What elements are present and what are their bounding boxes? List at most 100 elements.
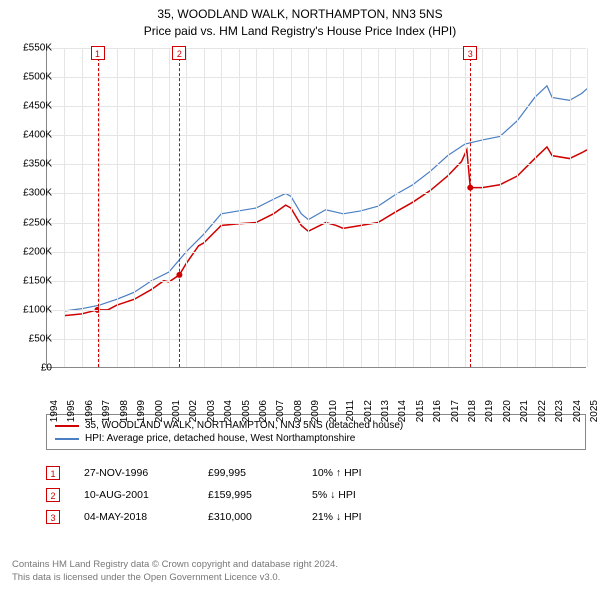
y-axis-label: £400K [23,130,52,141]
x-axis-label: 2025 [589,400,600,422]
event-marker-line [470,48,471,367]
gridline-vertical [221,48,222,367]
gridline-horizontal [47,48,586,49]
gridline-vertical [413,48,414,367]
gridline-vertical [99,48,100,367]
x-axis-label: 2009 [310,400,321,422]
gridline-vertical [482,48,483,367]
event-number-badge: 2 [46,488,60,502]
x-axis-label: 2000 [154,400,165,422]
x-axis-label: 2017 [450,400,461,422]
x-axis-label: 2001 [171,400,182,422]
event-number-badge: 1 [46,466,60,480]
gridline-vertical [326,48,327,367]
chart-svg [47,48,586,367]
gridline-vertical [273,48,274,367]
title-block: 35, WOODLAND WALK, NORTHAMPTON, NN3 5NS … [0,0,600,40]
gridline-horizontal [47,106,586,107]
x-axis-label: 1997 [101,400,112,422]
y-axis-label: £500K [23,72,52,83]
footnote-line1: Contains HM Land Registry data © Crown c… [12,559,338,571]
gridline-vertical [134,48,135,367]
event-table-row: 1 27-NOV-1996 £99,995 10% ↑ HPI [46,462,586,484]
event-date: 10-AUG-2001 [84,489,184,501]
event-date: 04-MAY-2018 [84,511,184,523]
x-axis-label: 1995 [66,400,77,422]
gridline-vertical [291,48,292,367]
x-axis-label: 2014 [397,400,408,422]
y-axis-label: £550K [23,43,52,54]
x-axis-label: 2002 [188,400,199,422]
x-axis-label: 2023 [554,400,565,422]
event-marker-box: 3 [463,46,477,60]
x-axis-label: 2011 [345,400,356,422]
event-marker-line [98,48,99,367]
gridline-vertical [343,48,344,367]
event-price: £310,000 [208,511,288,523]
x-axis-label: 2022 [537,400,548,422]
gridline-vertical [448,48,449,367]
gridline-horizontal [47,339,586,340]
title-subtitle: Price paid vs. HM Land Registry's House … [0,23,600,40]
y-axis-label: £0 [41,363,52,374]
x-axis-label: 2016 [432,400,443,422]
event-marker-box: 2 [172,46,186,60]
event-hpi-delta: 5% ↓ HPI [312,489,412,501]
gridline-horizontal [47,223,586,224]
gridline-vertical [430,48,431,367]
title-address: 35, WOODLAND WALK, NORTHAMPTON, NN3 5NS [0,6,600,23]
x-axis-label: 1994 [49,400,60,422]
gridline-horizontal [47,77,586,78]
legend-label: HPI: Average price, detached house, West… [85,433,355,444]
event-price: £159,995 [208,489,288,501]
event-marker-box: 1 [91,46,105,60]
event-hpi-delta: 10% ↑ HPI [312,467,412,479]
footnote-line2: This data is licensed under the Open Gov… [12,572,338,584]
x-axis-label: 2013 [380,400,391,422]
y-axis-label: £50K [29,333,52,344]
gridline-horizontal [47,310,586,311]
x-axis-label: 2005 [241,400,252,422]
event-table-row: 3 04-MAY-2018 £310,000 21% ↓ HPI [46,506,586,528]
gridline-vertical [239,48,240,367]
gridline-horizontal [47,164,586,165]
x-axis-label: 2004 [223,400,234,422]
x-axis-label: 2007 [275,400,286,422]
gridline-vertical [587,48,588,367]
event-number-badge: 3 [46,510,60,524]
gridline-vertical [500,48,501,367]
x-axis-label: 2015 [415,400,426,422]
y-axis-label: £200K [23,246,52,257]
event-price: £99,995 [208,467,288,479]
footnote: Contains HM Land Registry data © Crown c… [12,559,338,584]
event-marker-line [179,48,180,367]
y-axis-label: £250K [23,217,52,228]
gridline-horizontal [47,281,586,282]
y-axis-label: £450K [23,101,52,112]
gridline-vertical [570,48,571,367]
gridline-vertical [186,48,187,367]
gridline-vertical [535,48,536,367]
legend-item: HPI: Average price, detached house, West… [55,432,577,445]
event-hpi-delta: 21% ↓ HPI [312,511,412,523]
event-date: 27-NOV-1996 [84,467,184,479]
gridline-vertical [465,48,466,367]
x-axis-label: 1998 [119,400,130,422]
chart-plot-area: 1 2 3 [46,48,586,368]
x-axis-label: 1996 [84,400,95,422]
gridline-vertical [517,48,518,367]
gridline-vertical [117,48,118,367]
event-table-row: 2 10-AUG-2001 £159,995 5% ↓ HPI [46,484,586,506]
y-axis-label: £350K [23,159,52,170]
gridline-vertical [361,48,362,367]
gridline-vertical [152,48,153,367]
x-axis-label: 1999 [136,400,147,422]
x-axis-label: 2018 [467,400,478,422]
gridline-horizontal [47,252,586,253]
x-axis-label: 2020 [502,400,513,422]
events-table: 1 27-NOV-1996 £99,995 10% ↑ HPI 2 10-AUG-2001… [46,462,586,528]
x-axis-label: 2024 [572,400,583,422]
x-axis-label: 2003 [206,400,217,422]
y-axis-label: £150K [23,275,52,286]
legend-swatch [55,425,79,427]
